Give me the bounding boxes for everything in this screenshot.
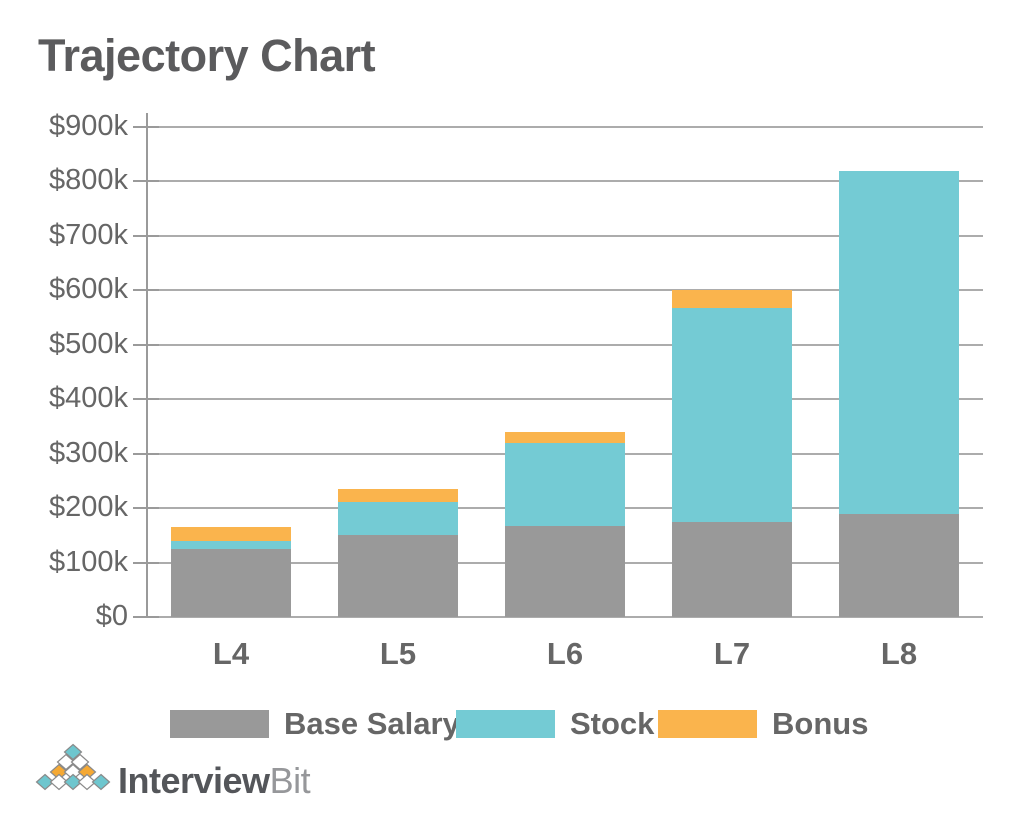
logo-diamond-teal xyxy=(63,773,83,791)
bar-segment-bonus xyxy=(171,527,291,541)
y-tick-label: $400k xyxy=(48,382,128,414)
bar-segment-stock xyxy=(505,443,625,526)
y-axis-line xyxy=(146,113,148,617)
y-axis-tick xyxy=(133,289,159,291)
bar-segment-base-salary xyxy=(672,522,792,617)
bar-segment-base-salary xyxy=(171,549,291,617)
y-axis-tick xyxy=(133,180,159,182)
logo-text-secondary: Bit xyxy=(269,760,311,801)
logo-diamond-white xyxy=(70,753,90,771)
legend-item-bonus: Bonus xyxy=(658,706,868,742)
bar-segment-stock xyxy=(839,171,959,514)
y-tick-label: $0 xyxy=(95,600,128,632)
gridline xyxy=(147,289,983,291)
logo-diamond-white xyxy=(49,773,69,791)
y-axis-tick xyxy=(133,453,159,455)
bar-segment-bonus xyxy=(672,290,792,308)
y-tick-label: $600k xyxy=(48,273,128,305)
bar-segment-base-salary xyxy=(505,526,625,617)
logo-diamond-teal xyxy=(35,773,55,791)
bar-segment-bonus xyxy=(338,489,458,502)
y-tick-label: $500k xyxy=(48,328,128,360)
y-tick-label: $100k xyxy=(48,546,128,578)
logo-diamond-teal xyxy=(91,773,111,791)
gridline xyxy=(147,616,983,618)
legend-label: Stock xyxy=(570,706,655,741)
bar-segment-base-salary xyxy=(839,514,959,617)
legend-swatch xyxy=(658,710,757,738)
logo-diamond-teal xyxy=(63,743,83,761)
y-axis-tick xyxy=(133,126,159,128)
y-axis-tick xyxy=(133,344,159,346)
gridline xyxy=(147,180,983,182)
y-axis-tick xyxy=(133,616,159,618)
legend-item-base-salary: Base Salary xyxy=(170,706,460,742)
x-axis-label: L8 xyxy=(880,636,918,671)
chart-title: Trajectory Chart xyxy=(38,30,376,81)
interviewbit-logo-mark xyxy=(35,743,111,791)
legend-swatch xyxy=(170,710,269,738)
y-axis-tick xyxy=(133,562,159,564)
y-tick-label: $700k xyxy=(48,219,128,251)
legend-label: Base Salary xyxy=(284,706,460,741)
logo-diamond-white xyxy=(77,773,97,791)
logo-diamond-white xyxy=(56,753,76,771)
bar-segment-bonus xyxy=(505,432,625,443)
legend-label: Bonus xyxy=(772,706,869,741)
y-tick-label: $800k xyxy=(48,164,128,196)
y-tick-label: $900k xyxy=(48,110,128,142)
bar-segment-stock xyxy=(338,502,458,535)
x-axis-label: L4 xyxy=(212,636,250,671)
y-tick-label: $300k xyxy=(48,437,128,469)
gridline xyxy=(147,235,983,237)
bar-segment-stock xyxy=(171,541,291,549)
y-axis-tick xyxy=(133,235,159,237)
legend-item-stock: Stock xyxy=(456,706,654,742)
bar-segment-stock xyxy=(672,308,792,522)
y-tick-label: $200k xyxy=(48,491,128,523)
x-axis-label: L7 xyxy=(713,636,751,671)
y-axis-tick xyxy=(133,507,159,509)
gridline xyxy=(147,344,983,346)
gridline xyxy=(147,126,983,128)
legend-swatch xyxy=(456,710,555,738)
gridline xyxy=(147,398,983,400)
y-axis-tick xyxy=(133,398,159,400)
x-axis-label: L6 xyxy=(546,636,584,671)
logo-text-primary: Interview xyxy=(118,760,270,801)
x-axis-label: L5 xyxy=(379,636,417,671)
interviewbit-logo-text: InterviewBit xyxy=(118,760,311,802)
bar-segment-base-salary xyxy=(338,535,458,617)
